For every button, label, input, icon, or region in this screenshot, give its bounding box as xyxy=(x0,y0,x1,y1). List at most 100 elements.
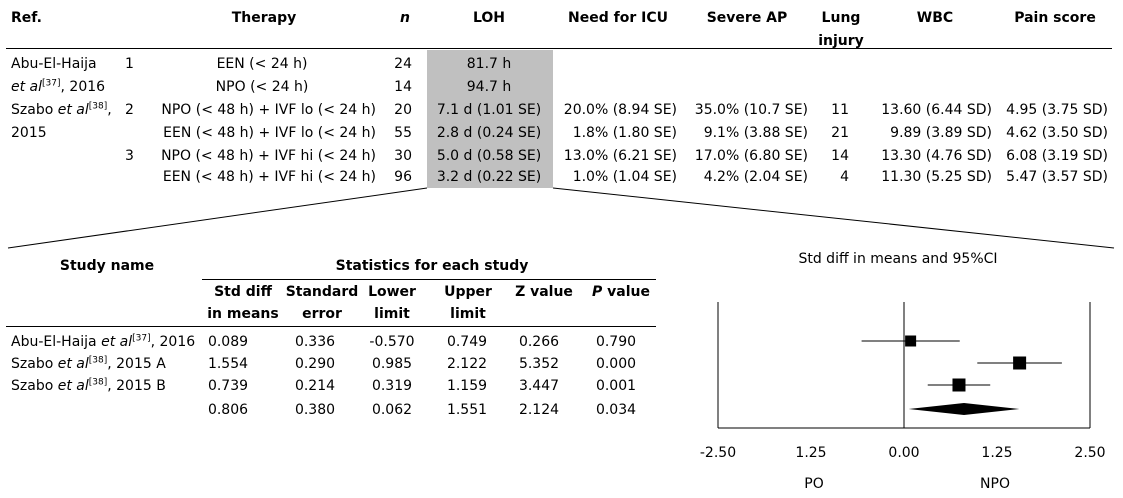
wbc-cell: 9.89 (3.89 SD) xyxy=(890,125,992,141)
lung-injury-cell: 21 xyxy=(831,125,849,141)
severe-ap-cell: 4.2% (2.04 SE) xyxy=(703,169,808,185)
n-cell: 20 xyxy=(394,102,412,118)
standard-error-cell: 0.290 xyxy=(294,356,336,372)
study-name-cell: Szabo et al[38], 2015 A xyxy=(11,355,166,372)
z-value-cell: 3.447 xyxy=(518,378,560,394)
pain-cell: 5.47 (3.57 SD) xyxy=(1006,169,1108,185)
header-lung-injury-1: Lung xyxy=(821,10,861,26)
std-diff-cell: 1.554 xyxy=(207,356,249,372)
favours-right-label: NPO xyxy=(980,476,1010,492)
loh-highlight xyxy=(427,50,553,188)
study-effect-marker xyxy=(905,335,917,347)
col-standard-error-2: error xyxy=(302,306,342,322)
x-axis-tick-label: 0.00 xyxy=(888,445,920,461)
x-axis-tick-label: 1.25 xyxy=(981,445,1013,461)
group-number: 1 xyxy=(125,56,134,72)
favours-left-label: PO xyxy=(804,476,824,492)
lower-limit-cell: 0.319 xyxy=(371,378,413,394)
connector-line-left xyxy=(7,187,428,249)
icu-cell: 20.0% (8.94 SE) xyxy=(563,102,677,118)
loh-cell: 5.0 d (0.58 SE) xyxy=(436,148,542,164)
table-header-rule xyxy=(6,48,1112,49)
lung-injury-cell: 14 xyxy=(831,148,849,164)
meta-table-header-rule xyxy=(6,326,656,327)
col-standard-error-1: Standard xyxy=(285,284,359,300)
group-number: 2 xyxy=(125,102,134,118)
loh-cell: 2.8 d (0.24 SE) xyxy=(436,125,542,141)
header-ref: Ref. xyxy=(11,10,42,26)
pain-cell: 4.95 (3.75 SD) xyxy=(1006,102,1108,118)
wbc-cell: 13.60 (6.44 SD) xyxy=(881,102,992,118)
therapy-cell: NPO (< 48 h) + IVF lo (< 24 h) xyxy=(161,102,376,118)
std-diff-cell: 0.089 xyxy=(207,334,249,350)
therapy-cell: EEN (< 48 h) + IVF hi (< 24 h) xyxy=(162,169,376,185)
lower-limit-cell: -0.570 xyxy=(369,334,415,350)
n-cell: 24 xyxy=(394,56,412,72)
n-cell: 30 xyxy=(394,148,412,164)
z-value-cell: 0.266 xyxy=(518,334,560,350)
col-std-diff-2: in means xyxy=(207,306,279,322)
pain-cell: 6.08 (3.19 SD) xyxy=(1006,148,1108,164)
therapy-cell: EEN (< 24 h) xyxy=(216,56,308,72)
summary-z-value: 2.124 xyxy=(518,402,560,418)
study-effect-marker xyxy=(1013,356,1027,370)
standard-error-cell: 0.214 xyxy=(294,378,336,394)
forest-plot-title: Std diff in means and 95%CI xyxy=(798,251,998,267)
header-study-name: Study name xyxy=(59,258,155,274)
p-value-cell: 0.001 xyxy=(595,378,637,394)
col-lower-limit-1: Lower xyxy=(368,284,416,300)
header-pain-score: Pain score xyxy=(1014,10,1096,26)
loh-cell: 81.7 h xyxy=(466,56,512,72)
header-loh: LOH xyxy=(472,10,506,26)
header-lung-injury-2: injury xyxy=(818,33,864,49)
therapy-cell: NPO (< 48 h) + IVF hi (< 24 h) xyxy=(161,148,376,164)
severe-ap-cell: 17.0% (6.80 SE) xyxy=(694,148,808,164)
n-cell: 14 xyxy=(394,79,412,95)
wbc-cell: 13.30 (4.76 SD) xyxy=(881,148,992,164)
header-severe-ap: Severe AP xyxy=(706,10,788,26)
summary-standard-error: 0.380 xyxy=(294,402,336,418)
study-name-cell: Abu-El-Haija et al[37], 2016 xyxy=(11,333,196,350)
n-cell: 96 xyxy=(394,169,412,185)
p-value-cell: 0.000 xyxy=(595,356,637,372)
header-statistics: Statistics for each study xyxy=(335,258,529,274)
summary-lower-limit: 0.062 xyxy=(371,402,413,418)
std-diff-cell: 0.739 xyxy=(207,378,249,394)
x-axis-tick-label: 2.50 xyxy=(1074,445,1106,461)
lower-limit-cell: 0.985 xyxy=(371,356,413,372)
lung-injury-cell: 4 xyxy=(840,169,849,185)
col-upper-limit-1: Upper xyxy=(444,284,492,300)
loh-cell: 3.2 d (0.22 SE) xyxy=(436,169,542,185)
ref-szabo: Szabo et al[38], xyxy=(11,101,112,118)
group-number: 3 xyxy=(125,148,134,164)
loh-cell: 7.1 d (1.01 SE) xyxy=(436,102,542,118)
pain-cell: 4.62 (3.50 SD) xyxy=(1006,125,1108,141)
x-axis-tick-label: -2.50 xyxy=(699,445,737,461)
wbc-cell: 11.30 (5.25 SD) xyxy=(881,169,992,185)
lung-injury-cell: 11 xyxy=(831,102,849,118)
z-value-cell: 5.352 xyxy=(518,356,560,372)
severe-ap-cell: 35.0% (10.7 SE) xyxy=(694,102,808,118)
p-value-cell: 0.790 xyxy=(595,334,637,350)
header-need-icu: Need for ICU xyxy=(568,10,668,26)
statistics-header-rule xyxy=(202,279,656,280)
ref-abu-el-haija-year: et al[37], 2016 xyxy=(11,78,106,95)
standard-error-cell: 0.336 xyxy=(294,334,336,350)
therapy-cell: NPO (< 24 h) xyxy=(215,79,309,95)
icu-cell: 13.0% (6.21 SE) xyxy=(563,148,677,164)
study-effect-marker xyxy=(952,378,966,392)
summary-effect-diamond xyxy=(908,403,1020,415)
x-axis-tick-label: 1.25 xyxy=(795,445,827,461)
upper-limit-cell: 0.749 xyxy=(446,334,488,350)
icu-cell: 1.8% (1.80 SE) xyxy=(572,125,677,141)
connector-line-right xyxy=(552,187,1115,249)
therapy-cell: EEN (< 48 h) + IVF lo (< 24 h) xyxy=(163,125,376,141)
icu-cell: 1.0% (1.04 SE) xyxy=(572,169,677,185)
header-therapy: Therapy xyxy=(231,10,297,26)
n-cell: 55 xyxy=(394,125,412,141)
loh-cell: 94.7 h xyxy=(466,79,512,95)
col-std-diff-1: Std diff xyxy=(214,284,272,300)
col-p-value: P value xyxy=(592,284,650,300)
